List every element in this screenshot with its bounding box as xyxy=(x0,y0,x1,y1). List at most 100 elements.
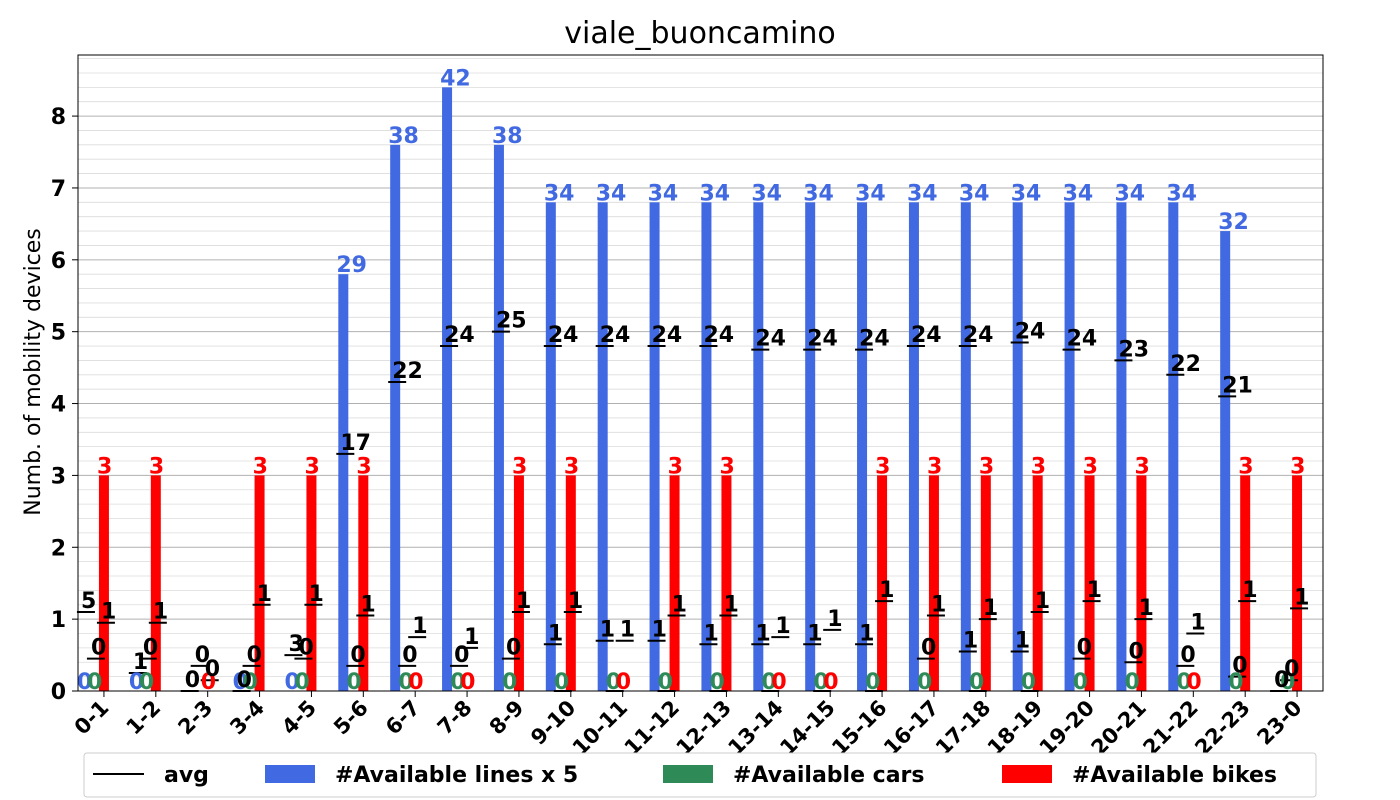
value-label-1: 0 xyxy=(813,670,828,695)
value-label-0: 34 xyxy=(855,181,886,206)
bar-0-17-18 xyxy=(960,202,971,692)
value-label-0: 38 xyxy=(492,124,523,149)
avg-label-2: 1 xyxy=(1294,585,1309,610)
value-label-1: 0 xyxy=(917,670,932,695)
avg-label-0: 22 xyxy=(1170,352,1201,377)
y-tick-label: 1 xyxy=(51,608,66,633)
value-label-1: 0 xyxy=(865,670,880,695)
x-tick-label: 11-12 xyxy=(620,696,684,760)
x-tick-label: 20-21 xyxy=(1087,696,1151,760)
value-label-2: 0 xyxy=(408,670,423,695)
value-label-1: 0 xyxy=(243,670,258,695)
value-label-0: 34 xyxy=(803,181,834,206)
avg-label-0: 3 xyxy=(288,632,303,657)
avg-label-3: 1 xyxy=(1015,628,1030,653)
value-label-2: 3 xyxy=(1290,454,1305,479)
value-label-2: 3 xyxy=(1238,454,1253,479)
y-tick-label: 0 xyxy=(51,680,66,705)
avg-label-2: 1 xyxy=(620,618,635,643)
x-tick-label: 10-11 xyxy=(568,696,632,760)
bar-0-8-9 xyxy=(493,144,504,691)
bar-2-20-21 xyxy=(1136,475,1147,691)
avg-label-1: 0 xyxy=(921,636,936,661)
bar-0-18-19 xyxy=(1012,202,1023,692)
legend-lines-label: #Available lines x 5 xyxy=(335,763,578,788)
avg-label-0: 24 xyxy=(548,323,579,348)
x-ticks: 0-1 1-2 2-3 3-4 4-5 5-6 6-7 7-8 8-99-1010-1111-1… xyxy=(70,691,1307,760)
value-label-2: 3 xyxy=(927,454,942,479)
avg-label-2: 1 xyxy=(360,593,375,618)
value-label-2: 3 xyxy=(1031,454,1046,479)
x-tick-label: 14-15 xyxy=(775,696,839,760)
value-label-2: 0 xyxy=(1186,670,1201,695)
bar-0-6-7 xyxy=(390,144,401,691)
bar-2-11-12 xyxy=(669,475,680,691)
value-label-0: 34 xyxy=(699,181,730,206)
avg-label-3: 1 xyxy=(652,618,667,643)
bar-2-19-20 xyxy=(1084,475,1095,691)
bar-2-22-23 xyxy=(1240,475,1251,691)
value-label-0: 34 xyxy=(648,181,679,206)
x-tick-label: 16-17 xyxy=(879,696,943,760)
value-label-1: 0 xyxy=(1228,670,1243,695)
value-label-1: 0 xyxy=(606,670,621,695)
value-label-2: 3 xyxy=(304,454,319,479)
value-label-1: 0 xyxy=(346,670,361,695)
bar-0-5-6 xyxy=(338,274,349,691)
bar-0-16-17 xyxy=(908,202,919,692)
value-label-2: 0 xyxy=(823,670,838,695)
y-tick-label: 3 xyxy=(51,464,66,489)
x-tick-label: 15-16 xyxy=(827,696,891,760)
y-tick-label: 4 xyxy=(51,393,66,418)
avg-label-2: 1 xyxy=(931,593,946,618)
value-label-0: 32 xyxy=(1218,210,1249,235)
avg-label-2: 1 xyxy=(672,593,687,618)
value-label-1: 0 xyxy=(658,670,673,695)
bar-2-8-9 xyxy=(513,475,524,691)
value-label-2: 3 xyxy=(1134,454,1149,479)
bar-2-1-2 xyxy=(150,475,161,691)
y-tick-label: 8 xyxy=(51,105,66,130)
avg-label-3: 1 xyxy=(703,621,718,646)
x-tick-label: 4-5 xyxy=(277,696,321,740)
legend-avg-label: avg xyxy=(164,763,209,788)
y-ticks: 0 1 2 3 4 5 6 7 8 xyxy=(51,105,78,705)
avg-label-1: 0 xyxy=(1077,636,1092,661)
value-label-2: 0 xyxy=(201,670,216,695)
x-tick-label: 19-20 xyxy=(1035,696,1099,760)
value-label-2: 3 xyxy=(719,454,734,479)
value-label-1: 0 xyxy=(1124,670,1139,695)
value-label-1: 0 xyxy=(502,670,517,695)
avg-label-1: 0 xyxy=(454,643,469,668)
bar-2-15-16 xyxy=(877,475,888,691)
value-label-2: 3 xyxy=(1083,454,1098,479)
avg-label-1: 0 xyxy=(1284,657,1299,682)
avg-label-2: 1 xyxy=(308,582,323,607)
value-label-0: 34 xyxy=(751,181,782,206)
value-label-0: 38 xyxy=(388,124,419,149)
avg-label-2: 1 xyxy=(464,625,479,650)
value-label-1: 0 xyxy=(969,670,984,695)
value-label-0: 34 xyxy=(1011,181,1042,206)
bar-0-7-8 xyxy=(442,87,453,691)
avg-label-0: 24 xyxy=(1015,319,1046,344)
x-tick-label: 1-2 xyxy=(122,696,166,740)
x-tick-label: 18-19 xyxy=(983,696,1047,760)
avg-label-0: 24 xyxy=(703,323,734,348)
bar-0-20-21 xyxy=(1116,202,1127,692)
avg-label-1: 0 xyxy=(195,643,210,668)
value-label-0: 34 xyxy=(1166,181,1197,206)
bar-0-12-13 xyxy=(701,202,712,692)
y-axis-label: Numb. of mobility devices xyxy=(21,228,46,516)
bar-0-21-22 xyxy=(1168,202,1179,692)
bar-2-9-10 xyxy=(565,475,576,691)
y-tick-label: 2 xyxy=(51,536,66,561)
value-label-0: 34 xyxy=(1063,181,1094,206)
x-tick-label: 0-1 xyxy=(70,696,114,740)
x-tick-label: 22-23 xyxy=(1190,696,1254,760)
avg-label-2: 1 xyxy=(257,582,272,607)
avg-label-1: 0 xyxy=(402,643,417,668)
value-label-1: 0 xyxy=(139,670,154,695)
avg-label-0: 24 xyxy=(859,327,890,352)
